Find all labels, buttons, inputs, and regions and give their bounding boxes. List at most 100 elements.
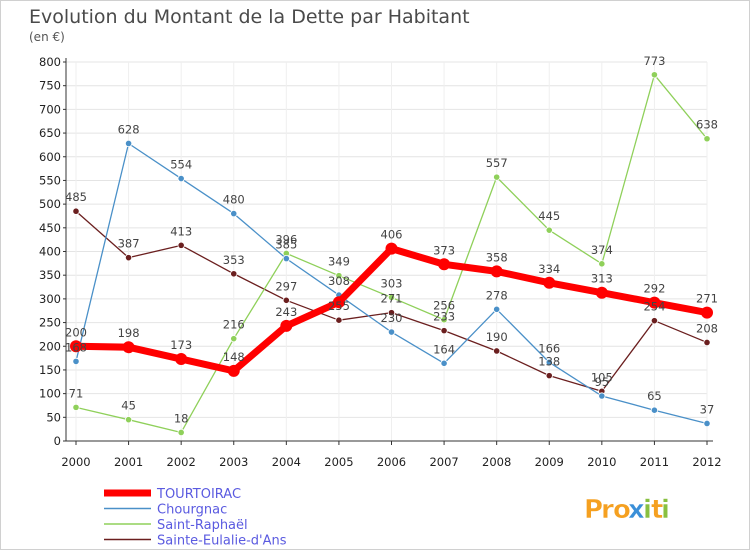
- y-tick-label: 50: [46, 410, 61, 424]
- y-tick-label: 750: [39, 79, 61, 93]
- y-tick-label: 250: [39, 316, 61, 330]
- x-tick-label: 2010: [587, 455, 616, 469]
- x-tick-label: 2006: [377, 455, 406, 469]
- data-label: 138: [538, 355, 560, 369]
- data-label: 190: [486, 330, 508, 344]
- y-tick-label: 600: [39, 150, 61, 164]
- data-label: 18: [174, 411, 189, 425]
- y-tick-label: 450: [39, 221, 61, 235]
- data-point: [175, 353, 188, 366]
- data-label: 349: [328, 255, 350, 269]
- data-label: 168: [65, 340, 87, 354]
- data-point: [543, 276, 556, 289]
- data-point: [335, 316, 343, 324]
- data-point: [648, 296, 661, 309]
- logo-letter: o: [613, 495, 631, 525]
- data-point: [227, 364, 240, 377]
- data-point: [650, 71, 659, 79]
- data-label: 200: [65, 325, 87, 339]
- data-label: 385: [275, 238, 297, 252]
- data-point: [122, 341, 135, 354]
- data-label: 230: [381, 311, 403, 325]
- x-tick-label: 2004: [272, 455, 301, 469]
- data-label: 65: [647, 389, 662, 403]
- data-label: 256: [433, 299, 455, 313]
- logo-letter: i: [661, 495, 670, 525]
- data-point: [703, 135, 711, 143]
- logo-letter: P: [584, 495, 603, 525]
- data-point: [598, 260, 606, 268]
- data-point: [598, 392, 606, 400]
- legend: TOURTOIRACChourgnacSaint-RaphaëlSainte-E…: [104, 487, 287, 549]
- data-point: [230, 210, 238, 218]
- data-point: [177, 174, 185, 183]
- x-tick-label: 2007: [429, 455, 458, 469]
- data-label: 557: [486, 156, 508, 170]
- data-label: 445: [538, 209, 560, 223]
- x-tick-label: 2005: [324, 455, 353, 469]
- y-tick-label: 400: [39, 245, 61, 259]
- data-point: [493, 305, 501, 313]
- data-point: [282, 296, 290, 304]
- data-point: [124, 416, 133, 424]
- data-label: 373: [433, 243, 455, 257]
- data-label: 374: [591, 243, 613, 257]
- data-point: [72, 403, 80, 411]
- data-point: [335, 272, 343, 280]
- data-label: 243: [275, 305, 297, 319]
- legend-label: TOURTOIRAC: [156, 487, 241, 502]
- y-tick-label: 300: [39, 292, 61, 306]
- data-label: 71: [69, 386, 84, 400]
- y-tick-labels: 0 50 100 150 200 250 300 350 400 450 500 550 600 650 7…: [39, 55, 66, 448]
- data-label: 271: [696, 292, 718, 306]
- data-point: [650, 406, 659, 414]
- data-label: 271: [381, 292, 403, 306]
- x-tick-labels: 2000 2001 2002 2003 2004 2005 2006 2007 2008 2009…: [61, 441, 722, 469]
- data-point: [72, 357, 80, 366]
- data-point: [387, 293, 396, 302]
- data-point: [440, 359, 448, 367]
- y-tick-label: 700: [39, 102, 61, 116]
- data-label: 45: [121, 399, 136, 413]
- chart-subtitle: (en €): [29, 30, 65, 44]
- y-tick-label: 350: [39, 268, 61, 282]
- data-label: 216: [223, 318, 245, 332]
- data-label: 396: [275, 232, 297, 246]
- data-label: 480: [223, 193, 245, 207]
- data-point: [493, 347, 501, 355]
- data-point: [493, 173, 501, 181]
- y-tick-label: 100: [39, 387, 61, 401]
- chart-title: Evolution du Montant de la Dette par Hab…: [29, 6, 470, 28]
- data-label: 297: [275, 279, 297, 293]
- y-tick-label: 650: [39, 126, 61, 140]
- data-label: 233: [433, 310, 455, 324]
- y-tick-label: 500: [39, 197, 61, 211]
- data-label: 308: [328, 274, 350, 288]
- data-point: [72, 207, 80, 215]
- data-point: [438, 258, 451, 271]
- x-tick-label: 2003: [219, 455, 248, 469]
- data-point: [650, 317, 659, 325]
- y-tick-label: 200: [39, 339, 61, 353]
- x-tick-label: 2002: [167, 455, 196, 469]
- logo-letter: r: [601, 495, 614, 525]
- data-label: 638: [696, 118, 718, 132]
- data-point: [124, 254, 133, 262]
- data-point: [595, 286, 608, 299]
- data-point: [230, 335, 238, 343]
- data-point: [545, 372, 553, 380]
- data-label: 105: [591, 370, 613, 384]
- data-point: [70, 340, 82, 353]
- data-label: 37: [700, 402, 715, 416]
- data-point: [280, 319, 293, 332]
- data-point: [545, 358, 553, 366]
- x-tick-label: 2012: [692, 455, 721, 469]
- data-label: 773: [643, 54, 665, 68]
- legend-label: Sainte-Eulalie-d'Ans: [157, 534, 287, 549]
- data-point: [387, 328, 396, 336]
- data-point: [703, 338, 711, 347]
- data-point: [177, 428, 185, 437]
- axes: [65, 58, 713, 442]
